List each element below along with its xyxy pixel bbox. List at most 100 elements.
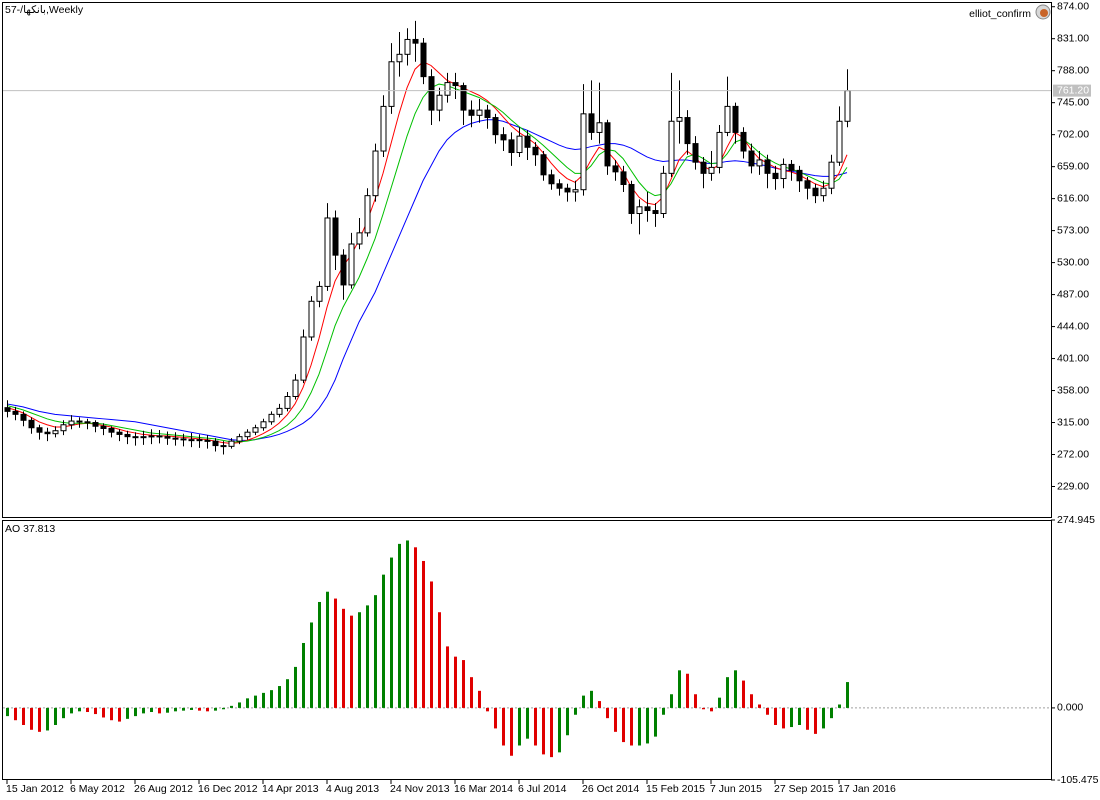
- ao-bar: [286, 679, 289, 708]
- ao-bar: [662, 707, 665, 715]
- candle-body: [164, 436, 171, 439]
- ao-bar: [670, 694, 673, 708]
- candle-body: [436, 94, 443, 111]
- candle-body: [844, 90, 851, 122]
- y-tick-label: 401.00: [1057, 352, 1089, 364]
- candle-body: [556, 183, 563, 189]
- candle-body: [188, 439, 195, 442]
- ao-bar: [718, 697, 721, 708]
- candle-body: [620, 171, 627, 185]
- candle-body: [300, 336, 307, 381]
- ao-bar: [70, 707, 73, 714]
- ao-bar: [294, 666, 297, 708]
- candle-body: [36, 427, 43, 433]
- ao-bar: [582, 695, 585, 708]
- candle-body: [260, 421, 267, 429]
- candle-body: [20, 413, 27, 421]
- ao-bar: [806, 707, 809, 730]
- candle-body: [284, 395, 291, 409]
- ao-bar: [502, 707, 505, 746]
- candle-body: [820, 187, 827, 197]
- candle-body: [572, 189, 579, 193]
- candle-body: [68, 420, 75, 426]
- y-tick-label: 831.00: [1057, 32, 1089, 44]
- candle-body: [748, 150, 755, 167]
- ao-bar: [678, 670, 681, 708]
- candle-body: [428, 76, 435, 111]
- candle-body: [220, 445, 227, 448]
- ao-bar: [470, 677, 473, 708]
- ao-bar: [310, 622, 313, 708]
- candle-body: [492, 117, 499, 136]
- ao-bar: [334, 598, 337, 708]
- x-tick-label: 16 Mar 2014: [454, 783, 513, 795]
- ao-bar: [766, 707, 769, 715]
- candle-body: [508, 139, 515, 154]
- candle-body: [372, 150, 379, 197]
- ao-bar: [606, 707, 609, 719]
- y-tick-label: 272.00: [1057, 448, 1089, 460]
- ao-bar: [246, 698, 249, 708]
- candle-body: [4, 407, 11, 412]
- y-tick-label: 315.00: [1057, 416, 1089, 428]
- y-tick-label: 274.945: [1057, 514, 1095, 526]
- candle-body: [612, 165, 619, 173]
- ao-bar: [414, 547, 417, 708]
- candle-body: [76, 420, 83, 423]
- y-tick-label: -105.475: [1057, 774, 1099, 786]
- candle-body: [12, 410, 19, 415]
- candle-body: [268, 413, 275, 423]
- ao-bar: [598, 701, 601, 708]
- ao-bar: [406, 540, 409, 708]
- candle-body: [196, 439, 203, 442]
- x-tick-label: 15 Feb 2015: [646, 783, 705, 795]
- candle-body: [836, 120, 843, 163]
- ao-bar: [726, 677, 729, 708]
- candle-body: [316, 285, 323, 302]
- ao-bar: [214, 707, 217, 711]
- ao-bar: [478, 690, 481, 708]
- candle-body: [500, 134, 507, 141]
- candle-body: [660, 172, 667, 215]
- x-tick-label: 6 May 2012: [70, 783, 125, 795]
- candle-body: [308, 300, 315, 338]
- ao-bar: [382, 574, 385, 708]
- candle-body: [796, 169, 803, 182]
- candle-body: [172, 437, 179, 440]
- candle-body: [604, 122, 611, 167]
- ao-bar: [694, 694, 697, 708]
- candle-body: [532, 146, 539, 156]
- candle-body: [204, 439, 211, 442]
- candle-body: [772, 172, 779, 180]
- ao-bar: [486, 707, 489, 712]
- candle-body: [684, 117, 691, 145]
- candle-body: [364, 195, 371, 234]
- candle-body: [788, 163, 795, 171]
- x-tick-label: 16 Dec 2012: [198, 783, 258, 795]
- ao-bar: [630, 707, 633, 746]
- ao-bar: [350, 615, 353, 708]
- last-price-box: [1053, 84, 1091, 97]
- candle-body: [692, 143, 699, 163]
- candle-body: [548, 174, 555, 185]
- candle-body: [628, 183, 635, 215]
- x-tick-label: 26 Oct 2014: [582, 783, 639, 795]
- ao-bar: [366, 605, 369, 708]
- candle-body: [84, 421, 91, 424]
- ao-bar: [422, 560, 425, 708]
- candle-body: [180, 438, 187, 441]
- ao-bar: [430, 581, 433, 708]
- chart-title: 57-/بانكها,Weekly: [5, 4, 84, 16]
- candle-body: [708, 166, 715, 174]
- candle-body: [756, 159, 763, 167]
- ao-bar: [54, 707, 57, 725]
- candle-body: [44, 431, 51, 435]
- candle-body: [404, 38, 411, 55]
- ao-bar: [342, 608, 345, 708]
- x-tick-label: 4 Aug 2013: [326, 783, 379, 795]
- expert-icon[interactable]: [1035, 4, 1051, 20]
- x-tick-label: 27 Sep 2015: [774, 783, 834, 795]
- ao-bar: [190, 707, 193, 710]
- y-tick-label: 874.00: [1057, 1, 1089, 13]
